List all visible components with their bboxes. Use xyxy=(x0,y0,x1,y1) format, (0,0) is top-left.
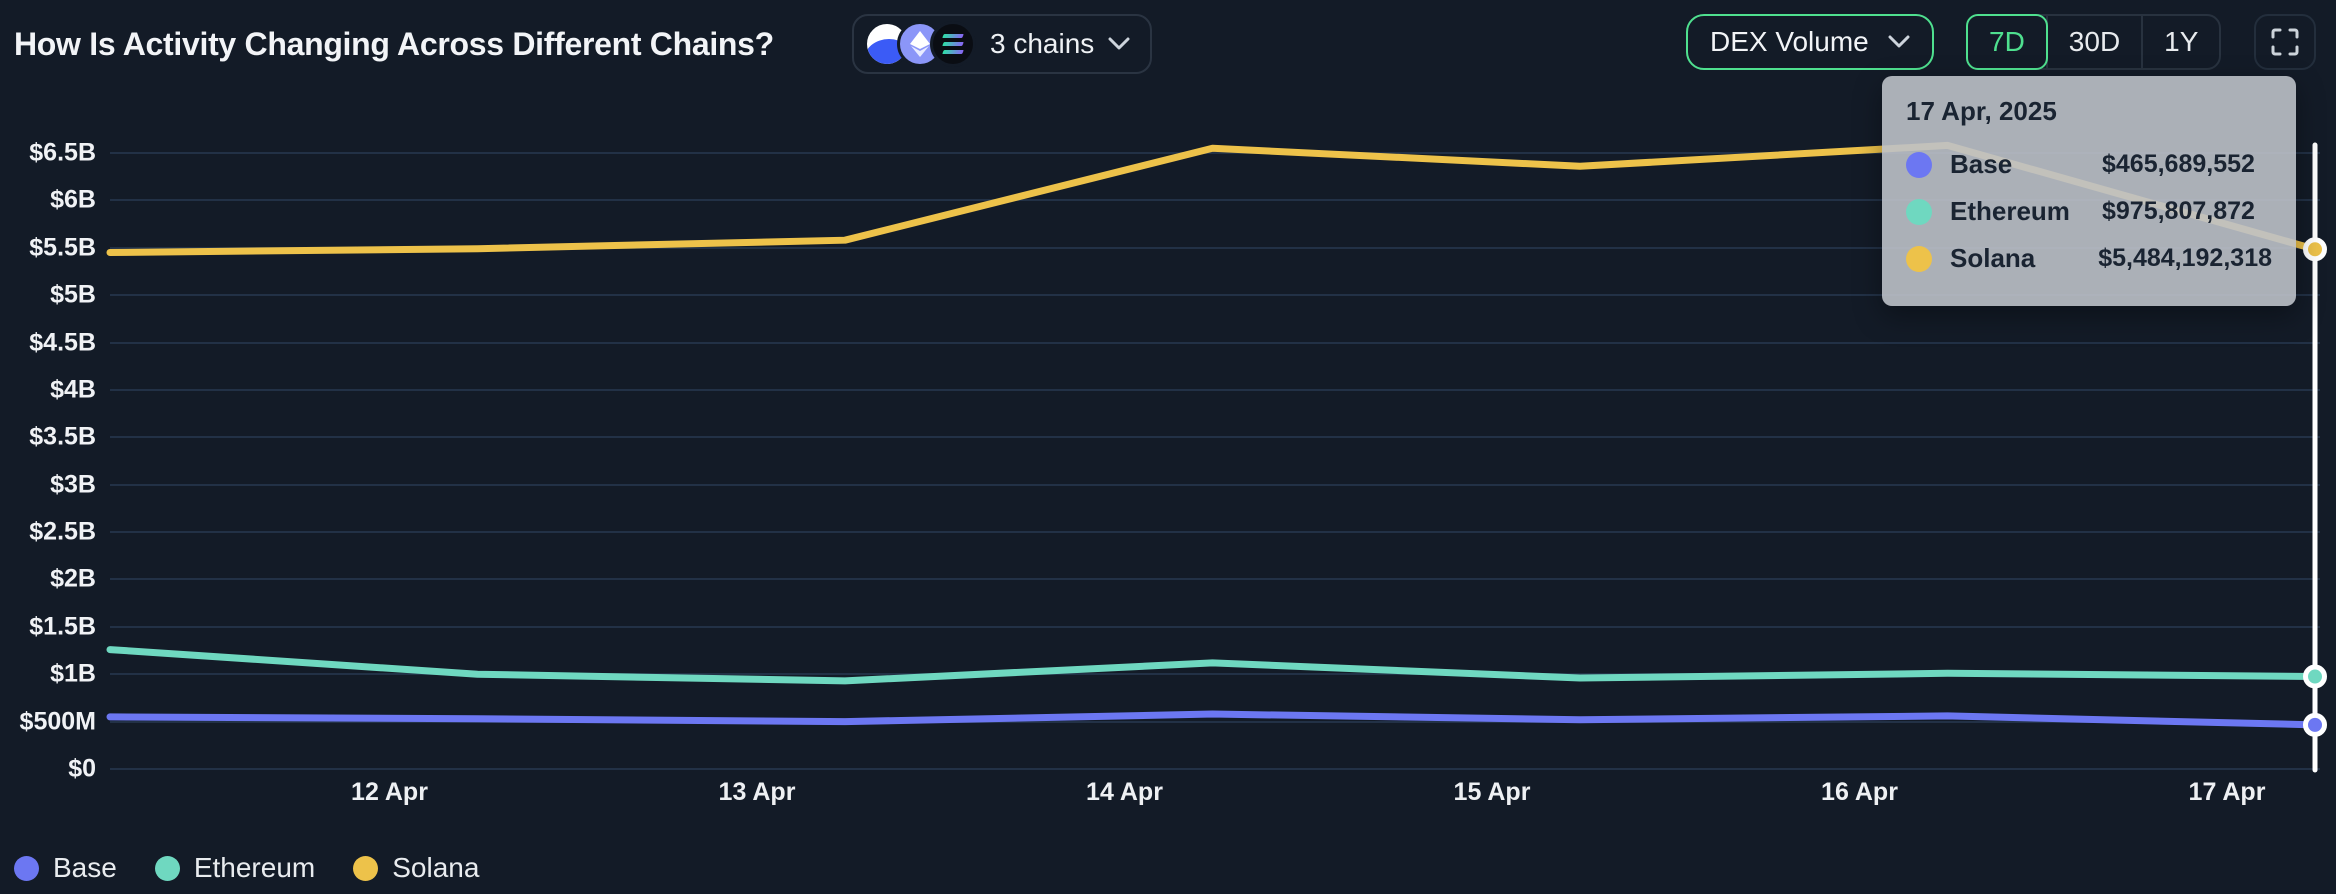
y-tick-label: $4B xyxy=(50,375,96,404)
metric-dropdown-value: DEX Volume xyxy=(1710,26,1869,57)
chart-tooltip: 17 Apr, 2025 Base $465,689,552 Ethereum … xyxy=(1882,76,2296,306)
gridline xyxy=(110,531,2320,534)
y-tick-label: $3.5B xyxy=(29,422,96,451)
x-tick-label: 15 Apr xyxy=(1453,778,1531,806)
y-tick-label: $5B xyxy=(50,280,96,309)
y-tick-label: $6.5B xyxy=(29,138,96,167)
tooltip-series-name: Solana xyxy=(1950,243,2036,273)
legend-label: Ethereum xyxy=(193,852,316,883)
x-tick-label: 12 Apr xyxy=(351,778,428,806)
tooltip-row: Base $465,689,552 xyxy=(1906,141,2272,188)
time-range-group: 7D 30D 1Y xyxy=(1966,14,2222,70)
gridline xyxy=(110,436,2320,439)
x-tick-label: 16 Apr xyxy=(1821,778,1898,806)
legend-item-ethereum[interactable]: Ethereum xyxy=(154,852,316,884)
page-title: How Is Activity Changing Across Differen… xyxy=(14,26,774,62)
gridline xyxy=(110,720,2320,723)
solana-icon xyxy=(930,21,976,67)
y-tick-label: $1.5B xyxy=(29,612,96,641)
series-color-dot xyxy=(353,855,379,881)
gridline xyxy=(110,625,2320,628)
tooltip-series-name: Base xyxy=(1950,149,2013,179)
gridline xyxy=(110,483,2320,486)
tooltip-date: 17 Apr, 2025 xyxy=(1906,96,2057,126)
y-tick-label: $2B xyxy=(50,564,96,593)
data-point-marker-base xyxy=(2303,712,2327,737)
metric-dropdown[interactable]: DEX Volume xyxy=(1686,14,1934,70)
fullscreen-icon xyxy=(2271,28,2299,56)
tooltip-series-value: $5,484,192,318 xyxy=(2098,244,2272,272)
chains-selector[interactable]: 3 chains xyxy=(852,14,1153,74)
gridline xyxy=(110,246,2320,249)
x-tick-label: 13 Apr xyxy=(718,778,796,806)
series-color-dot xyxy=(1906,245,1932,272)
gridline xyxy=(110,341,2320,344)
series-line-base xyxy=(106,710,2319,729)
series-color-dot xyxy=(1906,151,1932,178)
y-tick-label: $500M xyxy=(19,707,96,736)
legend-label: Base xyxy=(53,852,117,883)
series-color-dot xyxy=(154,855,180,881)
chevron-down-icon xyxy=(1108,37,1130,50)
chevron-down-icon xyxy=(1888,35,1910,48)
y-tick-label: $6B xyxy=(50,185,96,214)
fullscreen-button[interactable] xyxy=(2254,14,2316,70)
time-range-button-1y[interactable]: 1Y xyxy=(2141,16,2219,68)
gridline xyxy=(110,673,2320,676)
gridline xyxy=(110,294,2320,297)
gridline xyxy=(110,578,2320,581)
data-point-marker-ethereum xyxy=(2303,664,2327,689)
y-tick-label: $2.5B xyxy=(29,517,96,546)
tooltip-series-value: $975,807,872 xyxy=(2102,197,2255,225)
legend-item-base[interactable]: Base xyxy=(14,852,117,884)
x-tick-label: 17 Apr xyxy=(2188,778,2266,806)
gridline xyxy=(110,199,2320,202)
gridline xyxy=(110,768,2320,770)
y-tick-label: $4.5B xyxy=(29,328,96,357)
time-range-button-7d[interactable]: 7D xyxy=(1966,14,2048,70)
y-tick-label: $3B xyxy=(50,470,96,499)
y-tick-label: $5.5B xyxy=(29,233,96,262)
x-tick-label: 14 Apr xyxy=(1086,778,1163,806)
series-color-dot xyxy=(1906,198,1932,225)
chain-icon-group xyxy=(864,21,976,67)
y-tick-label: $1B xyxy=(50,659,96,688)
legend-label: Solana xyxy=(392,852,480,883)
chains-selector-label: 3 chains xyxy=(990,28,1095,59)
tooltip-row: Ethereum $975,807,872 xyxy=(1906,188,2272,235)
tooltip-series-value: $465,689,552 xyxy=(2102,150,2255,178)
chart-legend: Base Ethereum Solana xyxy=(14,846,479,890)
data-point-marker-solana xyxy=(2303,237,2327,262)
series-color-dot xyxy=(14,855,39,881)
gridline xyxy=(110,388,2320,391)
gridline xyxy=(110,152,2320,154)
series-line-ethereum xyxy=(106,646,2319,685)
legend-item-solana[interactable]: Solana xyxy=(353,852,479,884)
y-tick-label: $0 xyxy=(68,754,96,783)
tooltip-row: Solana $5,484,192,318 xyxy=(1906,235,2272,282)
tooltip-series-name: Ethereum xyxy=(1950,196,2070,226)
